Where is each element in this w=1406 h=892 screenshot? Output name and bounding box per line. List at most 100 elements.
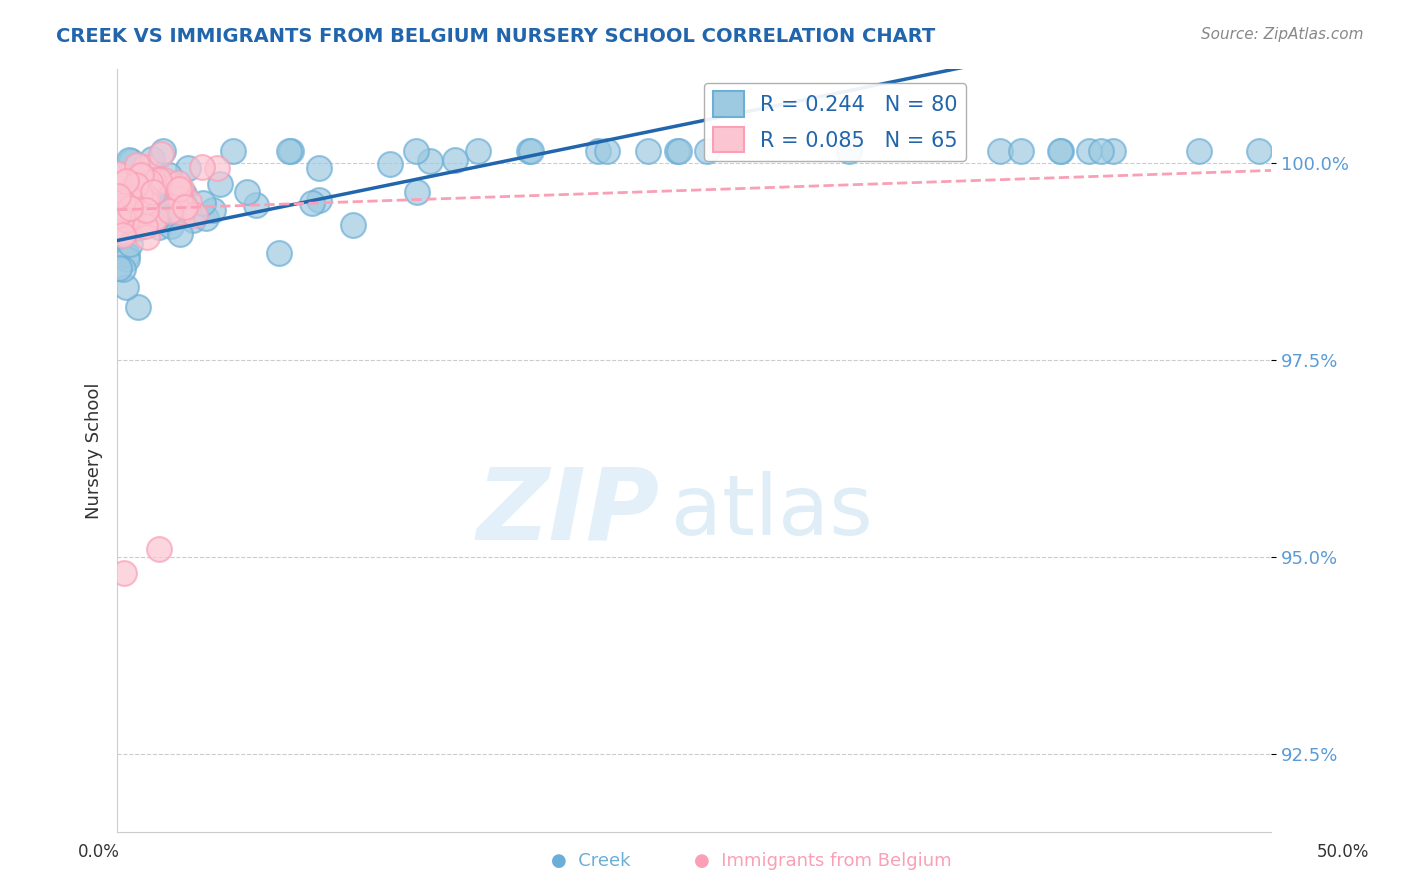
Point (173, 187, 195, 202)
Point (1077, 145, 1099, 159)
Text: ●  Creek: ● Creek (551, 852, 630, 870)
Point (444, 153, 467, 168)
Point (110, 181, 132, 195)
Point (159, 198, 181, 212)
Point (666, 145, 689, 159)
Point (1050, 145, 1073, 159)
Point (134, 160, 156, 174)
Point (112, 566, 135, 580)
Point (127, 213, 149, 227)
Point (125, 178, 148, 193)
Point (135, 190, 157, 204)
Point (236, 186, 259, 200)
Point (132, 193, 155, 207)
Point (128, 202, 150, 216)
Point (118, 210, 141, 224)
Point (107, 208, 129, 222)
Point (142, 186, 165, 200)
Point (115, 252, 138, 266)
Point (134, 194, 156, 208)
Point (141, 152, 163, 166)
Point (112, 194, 135, 209)
Point (107, 198, 129, 212)
Point (177, 161, 200, 175)
Point (637, 145, 659, 159)
Point (148, 188, 170, 202)
Point (169, 227, 191, 241)
Point (108, 199, 131, 213)
Point (165, 178, 187, 193)
Point (1049, 145, 1071, 159)
Point (153, 173, 176, 187)
Point (135, 213, 157, 227)
Y-axis label: Nursery School: Nursery School (86, 382, 103, 519)
Text: 50.0%: 50.0% (1316, 843, 1369, 861)
Point (148, 220, 170, 235)
Point (405, 185, 427, 199)
Point (107, 167, 129, 181)
Point (308, 161, 330, 175)
Point (378, 156, 401, 170)
Point (157, 168, 180, 182)
Point (112, 261, 135, 276)
Point (139, 195, 162, 210)
Point (160, 219, 183, 233)
Point (174, 200, 197, 214)
Point (120, 153, 142, 168)
Point (129, 168, 152, 182)
Point (120, 193, 142, 207)
Point (838, 145, 860, 159)
Point (301, 196, 323, 211)
Point (142, 173, 165, 187)
Point (108, 181, 131, 195)
Point (159, 204, 181, 219)
Point (177, 195, 200, 210)
Text: 0.0%: 0.0% (77, 843, 120, 861)
Point (596, 145, 619, 159)
Point (127, 220, 149, 235)
Point (115, 280, 138, 294)
Point (118, 237, 141, 252)
Point (467, 145, 489, 159)
Point (159, 207, 181, 221)
Point (136, 179, 159, 194)
Point (128, 212, 150, 227)
Point (114, 212, 136, 227)
Point (517, 145, 540, 159)
Point (115, 174, 138, 188)
Point (111, 195, 134, 210)
Point (127, 300, 149, 314)
Point (114, 204, 136, 219)
Point (184, 208, 207, 222)
Point (110, 207, 132, 221)
Point (1102, 145, 1125, 159)
Text: CREEK VS IMMIGRANTS FROM BELGIUM NURSERY SCHOOL CORRELATION CHART: CREEK VS IMMIGRANTS FROM BELGIUM NURSERY… (56, 27, 935, 45)
Point (134, 219, 156, 234)
Point (125, 158, 148, 172)
Point (159, 202, 181, 217)
Point (118, 211, 141, 225)
Point (114, 205, 136, 219)
Point (342, 218, 364, 232)
Point (668, 145, 690, 159)
Point (419, 153, 441, 168)
Point (111, 178, 134, 192)
Point (135, 229, 157, 244)
Point (112, 192, 135, 206)
Point (148, 541, 170, 556)
Point (139, 202, 162, 216)
Point (149, 173, 172, 187)
Point (169, 205, 191, 219)
Point (143, 211, 166, 225)
Point (118, 202, 141, 217)
Point (118, 201, 141, 215)
Point (148, 173, 170, 187)
Point (405, 145, 427, 159)
Point (114, 210, 136, 224)
Point (117, 191, 139, 205)
Point (181, 212, 204, 227)
Point (267, 246, 290, 260)
Point (114, 202, 136, 216)
Point (280, 145, 302, 159)
Point (108, 203, 131, 218)
